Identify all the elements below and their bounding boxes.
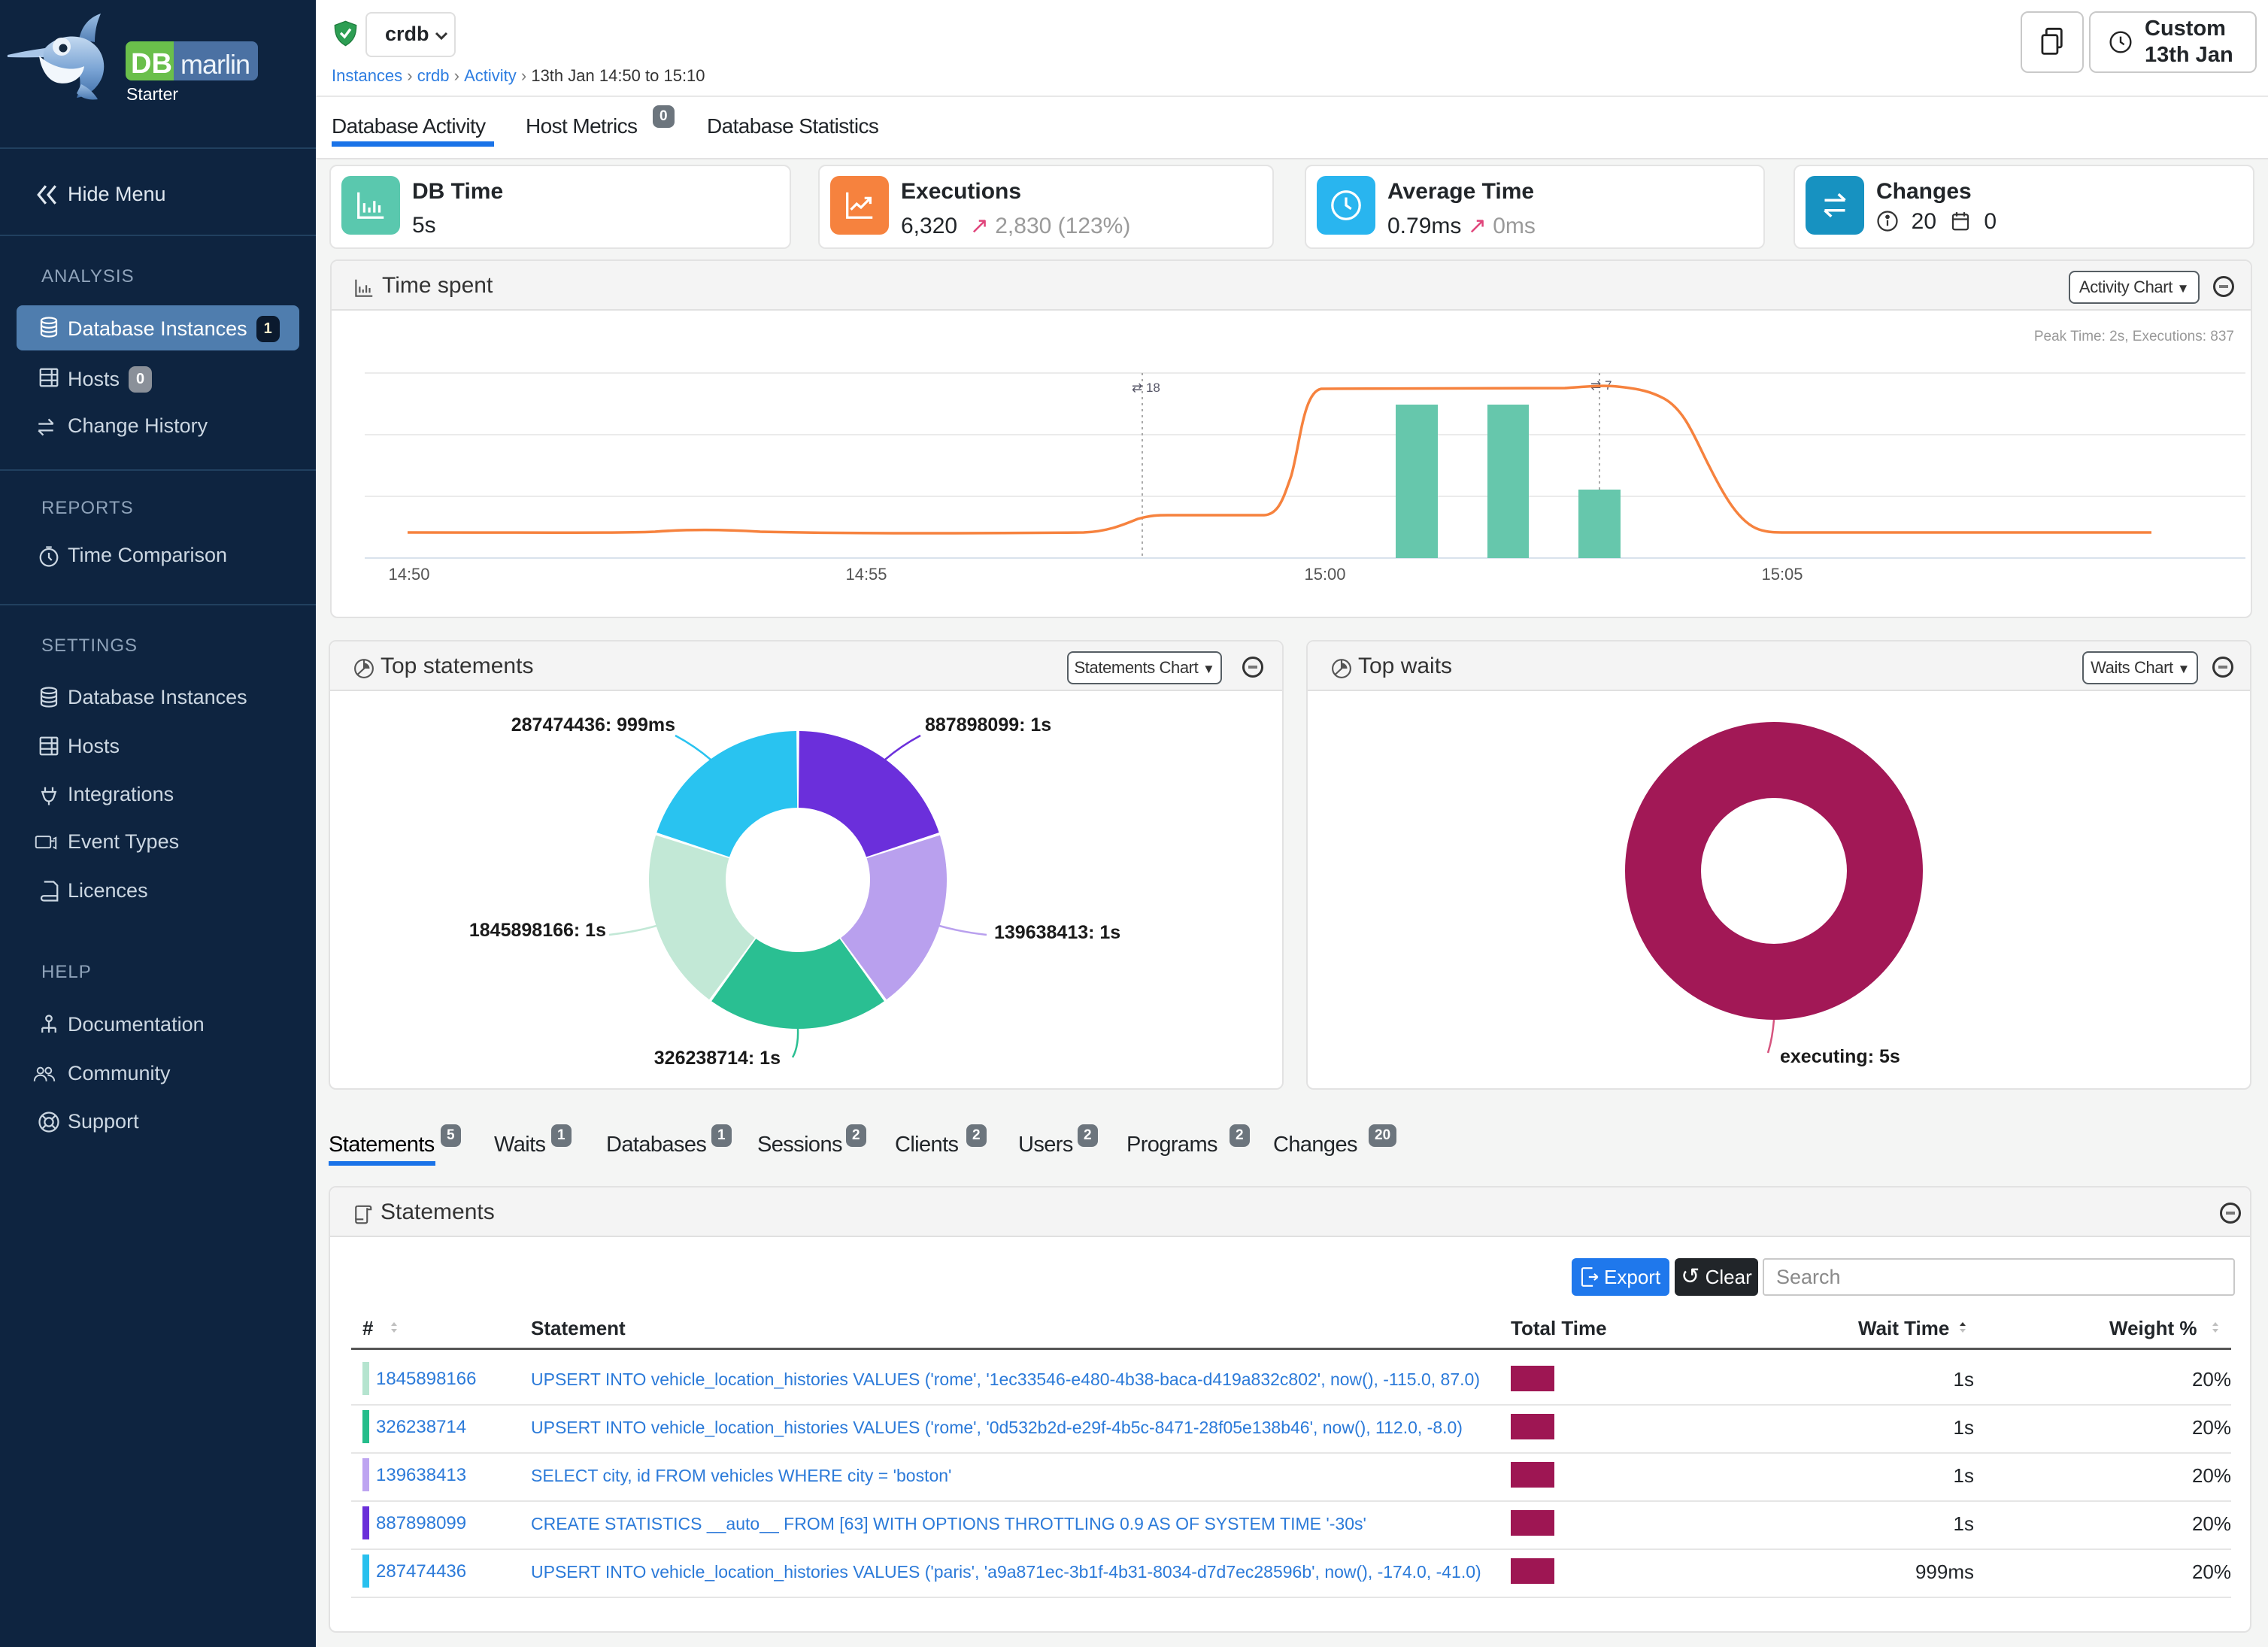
svg-text:14:55: 14:55 bbox=[845, 565, 887, 584]
svg-text:139638413: 1s: 139638413: 1s bbox=[994, 922, 1120, 943]
svg-text:287474436: 999ms: 287474436: 999ms bbox=[511, 714, 675, 736]
svg-text:executing: 5s: executing: 5s bbox=[1780, 1046, 1900, 1067]
svg-text:15:05: 15:05 bbox=[1761, 565, 1803, 584]
svg-text:326238714: 1s: 326238714: 1s bbox=[654, 1048, 781, 1069]
svg-text:887898099: 1s: 887898099: 1s bbox=[925, 714, 1051, 736]
svg-text:1845898166: 1s: 1845898166: 1s bbox=[469, 920, 606, 941]
svg-text:15:00: 15:00 bbox=[1304, 565, 1345, 584]
svg-text:Peak Time: 2s, Executions: 837: Peak Time: 2s, Executions: 837 bbox=[2034, 329, 2234, 344]
svg-text:14:50: 14:50 bbox=[388, 565, 429, 584]
svg-text:⇄ 18: ⇄ 18 bbox=[1132, 381, 1160, 395]
